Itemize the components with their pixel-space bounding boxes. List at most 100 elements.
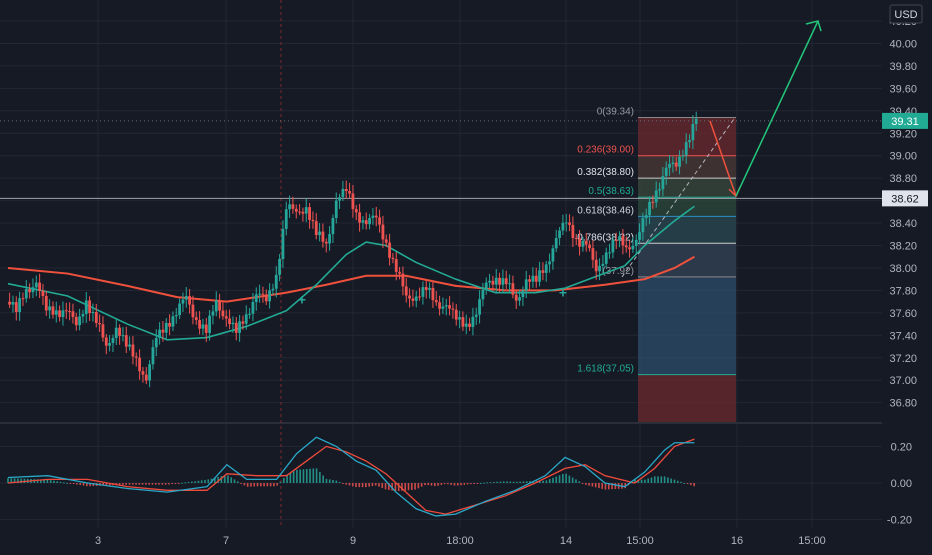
histogram-bar (388, 483, 390, 491)
candle-body (431, 287, 435, 301)
projection-arrows[interactable] (709, 20, 822, 198)
histogram-bar (194, 481, 196, 483)
histogram-bar (653, 476, 656, 483)
candle-body (284, 209, 288, 229)
candle-body (318, 231, 321, 236)
histogram-bar (108, 483, 111, 486)
histogram-bar (256, 483, 259, 487)
candle-body (664, 167, 668, 176)
candle-body (578, 238, 581, 247)
candle-body (388, 242, 391, 258)
histogram-bar (516, 481, 518, 483)
candle-body (631, 245, 635, 250)
candle-body (44, 296, 48, 311)
candle-body (598, 265, 601, 272)
fib-level-label: 0.786(38.22) (577, 232, 634, 243)
candle-body (294, 208, 298, 212)
histogram-bar (581, 483, 584, 484)
time-tick-label: 3 (95, 535, 101, 547)
histogram-bar (286, 474, 288, 483)
histogram-bar (335, 480, 338, 483)
price-tick-label: 38.20 (889, 241, 917, 253)
candle-body (134, 356, 138, 358)
candle-body (358, 212, 361, 223)
candle-body (361, 220, 365, 223)
histogram-bar (361, 483, 364, 488)
candle-body (391, 257, 395, 260)
candle-body (384, 239, 388, 243)
histogram-bar (46, 479, 49, 483)
candle-body (91, 312, 95, 314)
candle-body (554, 238, 558, 249)
histogram-bar (299, 469, 301, 483)
macd-tick-label: 0.20 (891, 441, 912, 453)
candle-body (321, 231, 325, 242)
histogram-bar (453, 483, 456, 486)
histogram-bar (76, 483, 78, 485)
candle-body (108, 343, 112, 346)
histogram-bar (670, 478, 672, 483)
histogram-bar (10, 478, 13, 483)
candle-body (128, 344, 132, 347)
candle-body (584, 240, 588, 245)
candle-body (688, 140, 691, 143)
histogram-bar (578, 481, 581, 483)
candle-body (378, 217, 381, 225)
histogram-bar (371, 483, 374, 487)
currency-badge[interactable] (889, 4, 923, 24)
currency-label: USD (894, 9, 917, 21)
candle-body (551, 248, 555, 262)
candle-body (301, 211, 305, 214)
macd-tick-label: 0.00 (891, 478, 912, 490)
histogram-bar (499, 481, 502, 483)
histogram-bar (502, 481, 505, 483)
histogram-bar (174, 483, 177, 484)
fib-zone (638, 197, 736, 217)
candle-body (64, 310, 68, 312)
candle-body (88, 300, 92, 314)
projection-up-arrowhead (805, 20, 822, 32)
histogram-bar (128, 483, 131, 485)
histogram-bar (463, 483, 466, 485)
histogram-bar (105, 483, 108, 486)
fibonacci-retracement[interactable]: 0(39.34) 0.236(39.00) 0.382(38.80) 0.5(38.6… (0, 107, 882, 422)
time-tick-label: 16 (731, 535, 743, 547)
histogram-bar (148, 483, 150, 485)
histogram-bar (539, 480, 541, 483)
histogram-bar (430, 483, 433, 486)
histogram-bar (686, 483, 689, 485)
histogram-bar (588, 483, 590, 486)
candle-body (524, 279, 528, 291)
histogram-bar (378, 483, 380, 487)
candle-body (138, 357, 142, 372)
current-price-label: 39.31 (891, 116, 919, 128)
histogram-bar (158, 483, 160, 485)
histogram-bar (56, 481, 59, 483)
candle-body (641, 218, 645, 233)
candle-body (424, 287, 428, 290)
candle-body (681, 155, 685, 157)
candle-body (408, 295, 411, 299)
histogram-bar (466, 483, 469, 485)
histogram-bar (417, 483, 420, 489)
candle-body (54, 310, 58, 315)
histogram-bar (637, 479, 640, 483)
candle-body (608, 252, 611, 254)
histogram-bar (585, 483, 587, 485)
candle-body (171, 316, 175, 327)
histogram-bar (332, 479, 334, 483)
candle-body (464, 323, 468, 327)
candle-body (338, 197, 341, 201)
histogram-bar (673, 479, 676, 483)
candle-body (544, 264, 548, 273)
candle-body (644, 215, 648, 219)
candle-body (168, 322, 172, 327)
histogram-bar (177, 483, 180, 484)
candle-body (11, 302, 15, 305)
candle-body (471, 316, 475, 327)
candle-body (164, 322, 168, 333)
histogram-bar (168, 483, 170, 485)
histogram-bar (690, 483, 692, 486)
